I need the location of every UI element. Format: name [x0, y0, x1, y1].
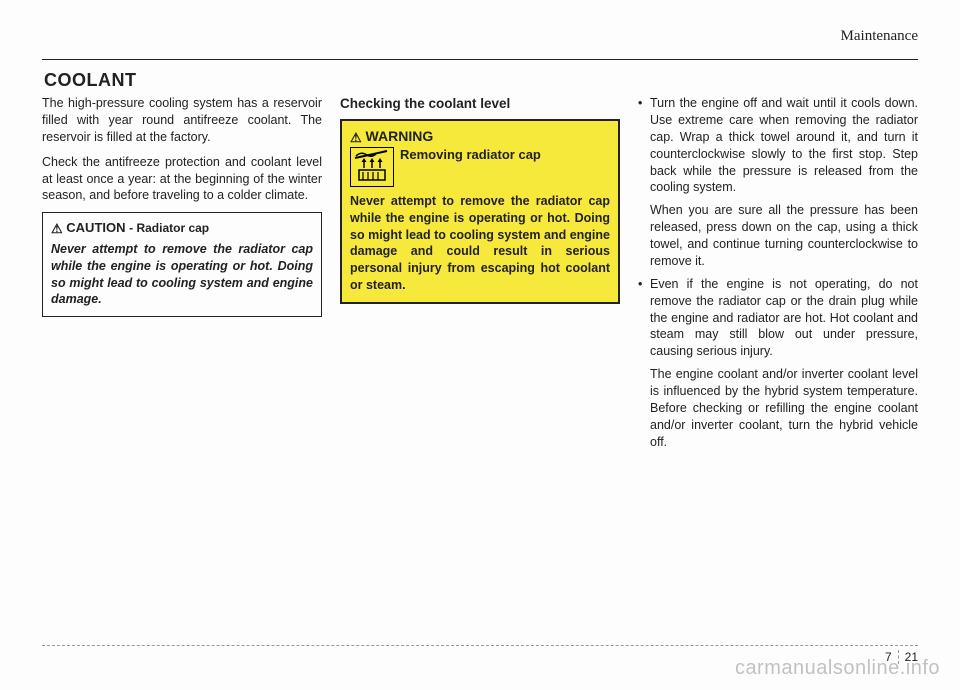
column-3: Turn the engine off and wait until it co… [638, 95, 918, 457]
caution-body: Never attempt to remove the radiator cap… [51, 241, 313, 309]
warning-label: WARNING [366, 128, 434, 144]
bullet-1: Turn the engine off and wait until it co… [638, 95, 918, 196]
watermark: carmanualsonline.info [735, 657, 940, 680]
column-1: The high-pressure cooling system has a r… [42, 95, 322, 457]
page-title: COOLANT [44, 70, 918, 91]
column-2: Checking the coolant level ⚠ WARNING [340, 95, 620, 457]
warning-title: ⚠ WARNING [350, 127, 610, 147]
bullet-2-cont: The engine coolant and/or inverter coola… [638, 366, 918, 450]
warning-icon-row: Removing radiator cap [350, 147, 610, 187]
footer-rule: 7 21 [42, 645, 918, 646]
caution-sublabel: - Radiator cap [129, 221, 209, 235]
bullet-list-2: Even if the engine is not operating, do … [638, 276, 918, 360]
content-columns: The high-pressure cooling system has a r… [42, 95, 918, 457]
bullet-list: Turn the engine off and wait until it co… [638, 95, 918, 196]
intro-para-1: The high-pressure cooling system has a r… [42, 95, 322, 146]
warning-body: Never attempt to remove the radiator cap… [350, 193, 610, 294]
section-label: Maintenance [42, 28, 918, 45]
subheading: Checking the coolant level [340, 95, 620, 113]
radiator-steam-icon [350, 147, 394, 187]
bullet-2: Even if the engine is not operating, do … [638, 276, 918, 360]
warning-subtitle: Removing radiator cap [400, 147, 541, 163]
header-rule [42, 59, 918, 60]
caution-label: CAUTION [66, 220, 125, 235]
caution-title: ⚠ CAUTION - Radiator cap [51, 219, 313, 238]
warning-triangle-icon: ⚠ [51, 220, 63, 238]
warning-triangle-icon: ⚠ [350, 129, 362, 147]
page: Maintenance COOLANT The high-pressure co… [0, 0, 960, 457]
caution-box: ⚠ CAUTION - Radiator cap Never attempt t… [42, 212, 322, 317]
intro-para-2: Check the antifreeze protection and cool… [42, 154, 322, 205]
warning-box: ⚠ WARNING [340, 119, 620, 304]
bullet-1-cont: When you are sure all the pressure has b… [638, 202, 918, 270]
